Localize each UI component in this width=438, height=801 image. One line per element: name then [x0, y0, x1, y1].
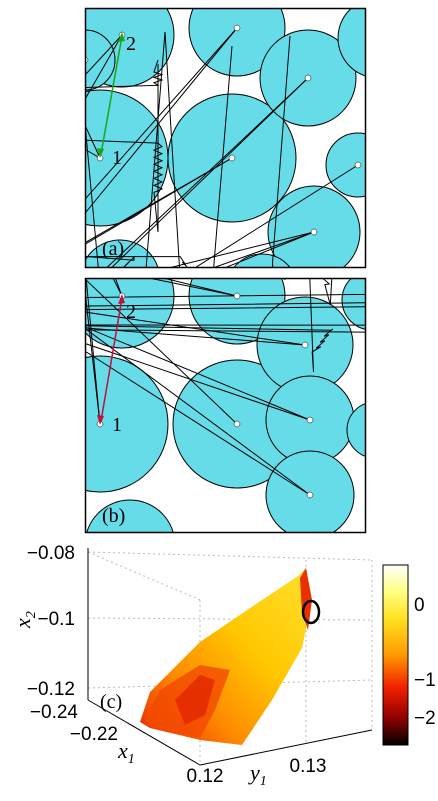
node: [233, 24, 241, 32]
spring: [86, 324, 365, 496]
particle: [188, 9, 286, 77]
spring: [151, 279, 333, 306]
particle: [337, 9, 365, 77]
spring: [86, 45, 233, 267]
node: [375, 35, 381, 41]
particle: [233, 253, 291, 267]
arrow-head: [97, 415, 104, 425]
tick-label: −0.12: [27, 679, 75, 700]
panel-frame: [84, 7, 367, 269]
panel-label: (a): [102, 238, 124, 260]
node: [306, 416, 314, 424]
particle: [267, 185, 361, 267]
colorbar-tick: −2: [414, 708, 436, 729]
surface-contour: [175, 675, 215, 725]
distance-arrow: [100, 297, 123, 422]
colorbar-tick: 0: [414, 595, 425, 616]
node: [228, 154, 236, 162]
node: [233, 420, 241, 428]
node: [86, 56, 89, 64]
node: [304, 74, 312, 82]
panel-b: [86, 279, 378, 548]
colorbar: [382, 564, 409, 746]
tick-label: 0.12: [187, 766, 224, 787]
node: [301, 341, 309, 349]
particle: [86, 29, 116, 91]
particle: [346, 403, 365, 457]
spring: [86, 129, 233, 267]
spring: [86, 64, 164, 233]
axis-label: x1: [117, 738, 135, 767]
marker-ring: [301, 599, 321, 625]
particle: [341, 279, 365, 330]
spring: [86, 302, 365, 346]
colorbar-tick: −1: [414, 670, 436, 691]
node: [354, 161, 362, 169]
tick-label: −0.22: [70, 724, 118, 745]
arrow-head: [118, 294, 125, 304]
node: [127, 542, 133, 548]
spring: [86, 279, 334, 373]
node: [233, 292, 241, 300]
panel-c: −0.08 −0.1 −0.12 −0.24 −0.22 0.12 0.13 0…: [10, 543, 436, 789]
panel-label: (c): [100, 691, 122, 713]
particle: [86, 499, 174, 532]
spring: [86, 293, 365, 496]
spring: [86, 329, 365, 421]
axes: [87, 548, 373, 766]
tick-label: 0.13: [290, 756, 327, 777]
node: [372, 427, 378, 433]
axis-label: y1: [248, 760, 267, 789]
axis-label: x2: [10, 611, 39, 629]
panel-frame: [84, 277, 367, 534]
particle: [265, 450, 355, 532]
tick-label: −0.1: [37, 609, 75, 630]
tick-label: −0.24: [30, 702, 79, 723]
node-label: 1: [112, 414, 122, 436]
node: [306, 491, 314, 499]
node-label: 2: [126, 33, 136, 55]
tick-label: −0.08: [27, 543, 75, 564]
arrow-head: [97, 148, 104, 158]
panel-label: (b): [102, 505, 125, 527]
node: [369, 297, 375, 303]
panel-a: [86, 9, 381, 267]
spring: [86, 59, 164, 159]
node: [310, 228, 318, 236]
node-label: 1: [112, 147, 122, 169]
node-label: 2: [126, 301, 136, 323]
arrow-head: [118, 32, 125, 42]
particle: [325, 132, 365, 198]
distance-arrow: [100, 35, 123, 155]
